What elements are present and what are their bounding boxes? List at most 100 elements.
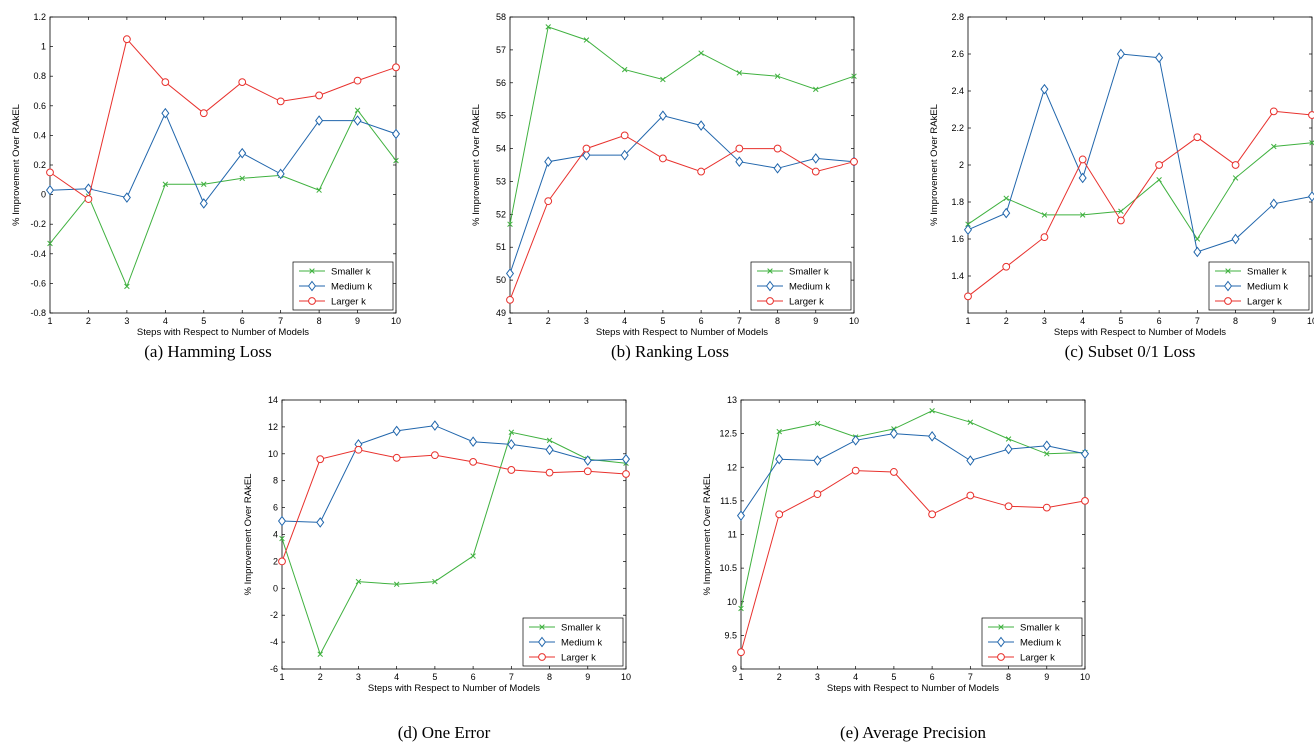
data-point (1269, 198, 1278, 210)
y-tick-label: 57 (496, 45, 506, 55)
x-tick-label: 8 (317, 316, 322, 326)
legend-label: Smaller k (1020, 623, 1060, 634)
chart-panel: 1 2 3 4 5 6 7 8 9 1099.51010.51111.51212.513Steps… (702, 395, 1090, 742)
y-tick-label: 1.8 (951, 197, 964, 207)
data-point (392, 63, 400, 72)
legend-marker (537, 636, 547, 648)
data-point (353, 76, 362, 85)
series-line (509, 115, 855, 274)
data-point (735, 144, 744, 153)
chart-panel: 1 2 3 4 5 6 7 8 9 10 -0.8 -0.6 -0.4 -0.2 0 0.2 0.4 0.6 0.8… (11, 12, 401, 361)
legend-marker (998, 624, 1004, 630)
data-point (162, 181, 169, 187)
x-tick-label: 2 (546, 316, 551, 326)
data-point (1308, 111, 1314, 119)
x-tick-label: 4 (1080, 316, 1085, 326)
y-tick-label: -6 (270, 664, 278, 674)
data-point (545, 444, 554, 456)
data-point (1155, 161, 1164, 169)
data-point (315, 115, 324, 126)
x-tick-label: 10 (849, 316, 859, 326)
data-point (621, 66, 628, 73)
y-axis-label: % Improvement Over RAkEL (471, 104, 482, 226)
data-point (1041, 212, 1048, 218)
panel-caption: (b) Ranking Loss (611, 342, 729, 361)
data-point (161, 78, 170, 87)
data-point (507, 439, 516, 450)
data-point (122, 192, 131, 203)
legend-marker (997, 653, 1005, 661)
data-point (1002, 262, 1011, 271)
data-point (1003, 195, 1009, 202)
legend-label: Medium k (561, 638, 602, 649)
x-tick-label: 5 (891, 672, 896, 682)
y-tick-label: 55 (496, 111, 506, 121)
legend-label: Smaller k (1247, 267, 1287, 278)
x-axis-label: Steps with Respect to Number of Models (368, 683, 540, 694)
x-tick-label: 7 (509, 672, 514, 682)
data-point (201, 181, 207, 187)
data-point (392, 453, 401, 462)
legend-label: Larger k (561, 653, 596, 664)
data-point (736, 510, 746, 521)
legend: Smaller k Medium k Larger k (292, 261, 394, 311)
data-point (928, 510, 937, 519)
data-point (889, 468, 898, 476)
legend-marker (539, 624, 545, 630)
x-tick-label: 2 (777, 672, 782, 682)
x-tick-label: 1 (965, 316, 970, 326)
series-line (509, 134, 855, 300)
data-point (1116, 216, 1125, 225)
data-point (582, 149, 591, 161)
data-point (393, 581, 400, 588)
data-point (620, 149, 629, 161)
data-point (47, 240, 53, 247)
y-tick-label: 52 (496, 209, 506, 219)
data-point (238, 147, 247, 159)
y-tick-label: 10 (268, 449, 278, 459)
data-point (928, 430, 937, 442)
data-point (45, 184, 55, 196)
y-tick-label: 10.5 (719, 563, 737, 573)
x-tick-label: 4 (394, 672, 399, 682)
y-tick-label: 49 (496, 308, 506, 318)
data-point (1044, 451, 1050, 457)
x-tick-label: 2 (318, 672, 323, 682)
y-tick-label: 54 (496, 144, 506, 154)
data-point (1307, 191, 1314, 202)
y-tick-label: 9 (732, 664, 737, 674)
y-tick-label: 2 (959, 160, 964, 170)
data-point (811, 167, 820, 176)
y-tick-label: 12 (268, 422, 278, 432)
data-point (775, 510, 784, 519)
data-point (1078, 172, 1087, 184)
data-point (1269, 107, 1278, 116)
x-tick-label: 7 (278, 316, 283, 326)
data-point (851, 466, 860, 475)
y-tick-label: 0 (273, 583, 278, 593)
data-point (122, 35, 131, 44)
data-point (276, 97, 285, 106)
legend-label: Medium k (1020, 638, 1061, 649)
data-point (929, 408, 935, 414)
data-point (317, 651, 323, 657)
data-point (545, 24, 551, 30)
y-axis-label: % Improvement Over RAkEL (243, 474, 254, 596)
data-point (161, 107, 170, 119)
data-point (697, 167, 706, 176)
data-point (620, 131, 629, 140)
data-point (1005, 436, 1012, 442)
data-point (432, 578, 438, 585)
series-line (281, 431, 627, 656)
x-tick-label: 10 (621, 672, 631, 682)
data-point (1040, 83, 1049, 95)
panel-caption: (e) Average Precision (840, 723, 987, 742)
y-tick-label: 2 (273, 556, 278, 566)
y-tick-label: 53 (496, 176, 506, 186)
x-tick-label: 2 (86, 316, 91, 326)
data-point (1004, 502, 1013, 511)
y-tick-label: 12 (727, 462, 737, 472)
data-point (697, 120, 706, 131)
x-tick-label: 9 (1271, 316, 1276, 326)
